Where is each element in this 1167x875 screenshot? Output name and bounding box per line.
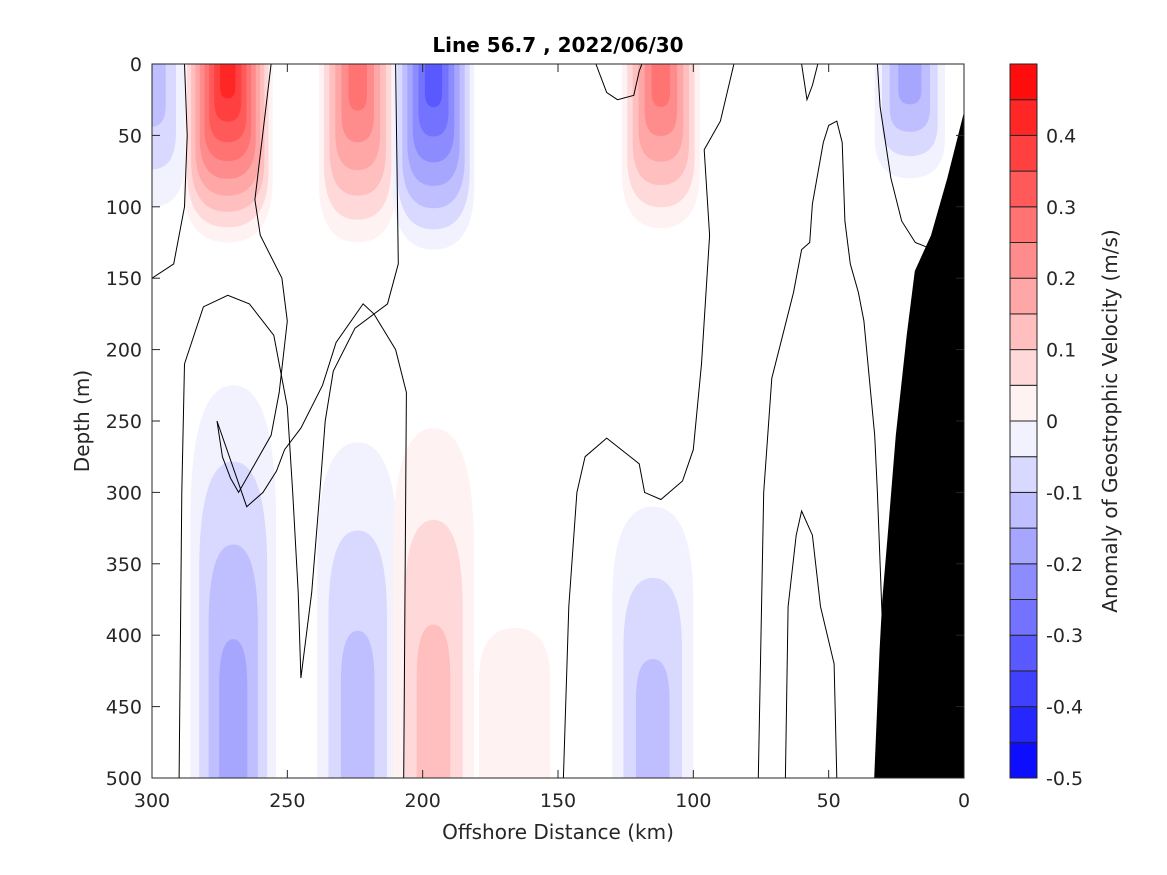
velocity-level xyxy=(348,64,368,111)
plot-area xyxy=(152,64,964,778)
colorbar-frame xyxy=(1009,63,1038,779)
zero-contours xyxy=(152,64,927,778)
x-tick-label: 50 xyxy=(817,790,841,812)
x-tick-label: 300 xyxy=(134,790,170,812)
colorbar-band xyxy=(1009,63,1038,101)
colorbar-tick-label: -0.5 xyxy=(1046,768,1083,790)
x-tick-label: 150 xyxy=(540,790,576,812)
y-axis-label: Depth (m) xyxy=(70,370,94,472)
zero-contour-line xyxy=(216,64,407,778)
colorbar-tick-label: 0.2 xyxy=(1046,268,1076,290)
colorbar-band xyxy=(1009,242,1038,279)
zero-contour-line xyxy=(784,509,838,778)
velocity-level xyxy=(424,64,443,108)
y-tick-label: 200 xyxy=(106,340,142,362)
y-tick-label: 0 xyxy=(130,54,142,76)
x-tick-label: 200 xyxy=(405,790,441,812)
y-tick-label: 250 xyxy=(106,411,142,433)
velocity-cell-negative xyxy=(612,506,694,778)
seafloor xyxy=(874,113,964,778)
x-axis: 300 250 200 150 100 50 0 xyxy=(134,64,970,812)
y-axis: 0 50 100 150 200 250 300 350 400 450 500 xyxy=(106,54,964,790)
y-tick-label: 500 xyxy=(106,768,142,790)
colorbar-band xyxy=(1009,206,1038,244)
velocity-cell-negative xyxy=(392,64,475,250)
velocity-cell-positive xyxy=(318,64,397,243)
velocity-cell-positive xyxy=(393,428,474,778)
colorbar-tick-label: -0.2 xyxy=(1046,554,1083,576)
velocity-cell-positive xyxy=(182,64,273,243)
colorbar-band xyxy=(1009,599,1038,636)
colorbar-band xyxy=(1009,456,1038,493)
zero-contour-line xyxy=(562,64,735,778)
colorbar-band xyxy=(1009,277,1038,315)
colorbar-tick-label: 0.3 xyxy=(1046,197,1076,219)
y-tick-label: 450 xyxy=(106,697,142,719)
chart-title: Line 56.7 , 2022/06/30 xyxy=(432,33,683,57)
y-tick-label: 50 xyxy=(118,125,142,147)
y-tick-label: 150 xyxy=(106,268,142,290)
colorbar-band xyxy=(1009,634,1038,672)
colorbar-band xyxy=(1009,563,1038,600)
velocity-field xyxy=(152,64,945,778)
velocity-level xyxy=(416,624,451,778)
colorbar-band xyxy=(1009,384,1038,422)
y-tick-label: 100 xyxy=(106,197,142,219)
colorbar-band xyxy=(1009,349,1038,386)
velocity-cell-positive xyxy=(478,628,551,778)
colorbar-tick-label: 0 xyxy=(1046,411,1058,433)
colorbar-label: Anomaly of Geostrophic Velocity (m/s) xyxy=(1098,229,1122,612)
zero-contour-line xyxy=(595,64,643,101)
colorbar-band xyxy=(1009,134,1038,172)
zero-contour-line xyxy=(876,64,927,248)
x-tick-label: 250 xyxy=(269,790,305,812)
colorbar-band xyxy=(1009,420,1038,458)
colorbar-band xyxy=(1009,741,1038,779)
colorbar-band xyxy=(1009,706,1038,743)
x-tick-label: 100 xyxy=(675,790,711,812)
x-axis-label: Offshore Distance (km) xyxy=(442,820,674,844)
colorbar-band xyxy=(1009,670,1038,708)
colorbar: 0.4 0.3 0.2 0.1 0 -0.1 -0.2 -0.3 -0.4 -0.5 xyxy=(1009,63,1083,790)
velocity-level xyxy=(898,64,922,105)
y-tick-label: 300 xyxy=(106,482,142,504)
velocity-cell-positive xyxy=(621,64,700,229)
colorbar-tick-label: 0.4 xyxy=(1046,125,1076,147)
velocity-level xyxy=(635,658,670,778)
colorbar-tick-label: -0.3 xyxy=(1046,625,1083,647)
velocity-cell-negative xyxy=(317,442,399,778)
zero-contour-line xyxy=(801,64,819,102)
velocity-level xyxy=(219,639,248,778)
colorbar-tick-label: 0.1 xyxy=(1046,340,1076,362)
velocity-cell-negative xyxy=(152,64,186,207)
y-tick-label: 400 xyxy=(106,625,142,647)
zero-contour-line xyxy=(178,64,399,778)
zero-contour-line xyxy=(757,120,886,778)
velocity-level xyxy=(478,628,551,778)
velocity-cell-negative xyxy=(874,64,945,179)
colorbar-band xyxy=(1009,99,1038,136)
y-tick-label: 350 xyxy=(106,554,142,576)
x-tick-label: 0 xyxy=(958,790,970,812)
velocity-level xyxy=(651,64,671,107)
velocity-level xyxy=(220,64,236,99)
zero-contour-line xyxy=(152,64,188,279)
colorbar-tick-label: -0.1 xyxy=(1046,482,1083,504)
velocity-level xyxy=(340,630,375,778)
colorbar-band xyxy=(1009,527,1038,565)
bathymetry xyxy=(874,113,964,778)
colorbar-tick-label: -0.4 xyxy=(1046,697,1083,719)
colorbar-band xyxy=(1009,491,1038,529)
velocity-cell-negative xyxy=(190,385,277,778)
colorbar-band xyxy=(1009,170,1038,208)
colorbar-band xyxy=(1009,313,1038,351)
velocity-level xyxy=(152,64,166,127)
